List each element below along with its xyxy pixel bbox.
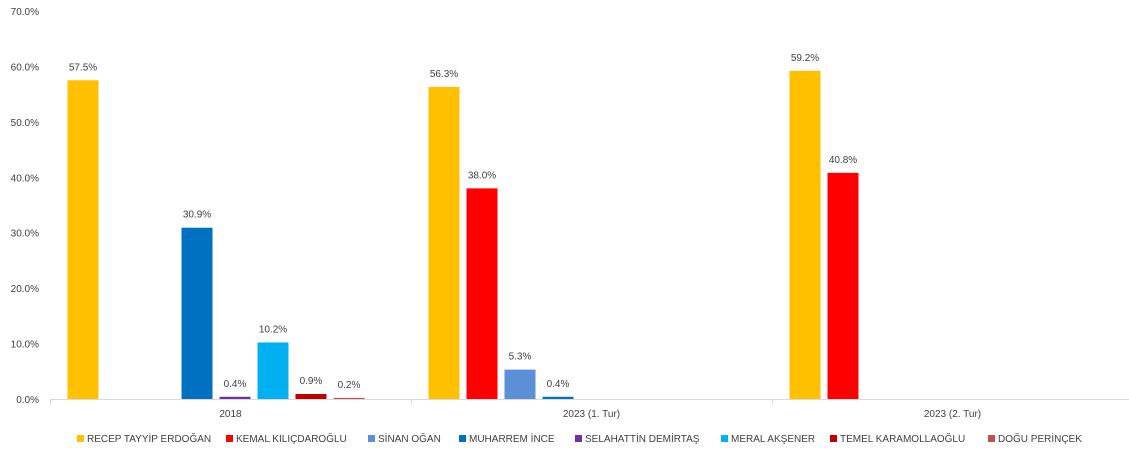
- x-category-label: 2018: [219, 409, 242, 420]
- legend-swatch: [830, 435, 837, 442]
- data-label: 57.5%: [69, 62, 97, 73]
- legend-swatch: [77, 435, 84, 442]
- bar: [219, 396, 251, 399]
- legend-swatch: [988, 435, 995, 442]
- data-label: 0.2%: [338, 380, 361, 391]
- data-label: 56.3%: [430, 69, 458, 80]
- data-label: 59.2%: [791, 53, 819, 64]
- y-tick-label: 50.0%: [11, 118, 39, 129]
- data-label: 38.0%: [468, 170, 496, 181]
- bar: [789, 70, 821, 399]
- legend-label: RECEP TAYYİP ERDOĞAN: [87, 432, 211, 445]
- legend-swatch: [721, 435, 728, 442]
- x-category-label: 2023 (2. Tur): [924, 409, 981, 420]
- legend-label: SİNAN OĞAN: [378, 432, 441, 445]
- legend-swatch: [226, 435, 233, 442]
- y-tick-label: 40.0%: [11, 173, 39, 184]
- data-label: 30.9%: [183, 210, 211, 221]
- legend-swatch: [575, 435, 582, 442]
- data-label: 0.4%: [547, 379, 570, 390]
- data-label: 0.9%: [300, 376, 323, 387]
- bar: [504, 369, 536, 399]
- y-tick-label: 20.0%: [11, 284, 39, 295]
- data-label: 10.2%: [259, 324, 287, 335]
- y-tick-label: 0.0%: [16, 395, 39, 406]
- legend-swatch: [368, 435, 375, 442]
- bar: [333, 397, 365, 399]
- bar: [181, 227, 213, 399]
- legend-label: DOĞU PERİNÇEK: [998, 432, 1082, 445]
- bar: [67, 80, 99, 400]
- bar: [542, 396, 574, 399]
- bar: [827, 172, 859, 399]
- data-label: 5.3%: [509, 352, 532, 363]
- legend-label: SELAHATTİN DEMİRTAŞ: [585, 432, 700, 445]
- y-tick-label: 60.0%: [11, 62, 39, 73]
- legend-swatch: [459, 435, 466, 442]
- data-label: 0.4%: [224, 379, 247, 390]
- y-tick-label: 30.0%: [11, 229, 39, 240]
- y-tick-label: 70.0%: [11, 7, 39, 18]
- legend-label: TEMEL KARAMOLLAOĞLU: [840, 432, 965, 445]
- bar: [466, 188, 498, 399]
- y-tick-label: 10.0%: [11, 340, 39, 351]
- legend-label: MUHARREM İNCE: [469, 432, 555, 445]
- bar: [428, 86, 460, 400]
- x-category-label: 2023 (1. Tur): [563, 409, 620, 420]
- bar: [257, 342, 289, 399]
- legend-label: MERAL AKŞENER: [731, 434, 815, 445]
- data-label: 40.8%: [829, 155, 857, 166]
- bar: [295, 394, 327, 399]
- legend-label: KEMAL KILIÇDAROĞLU: [236, 432, 347, 445]
